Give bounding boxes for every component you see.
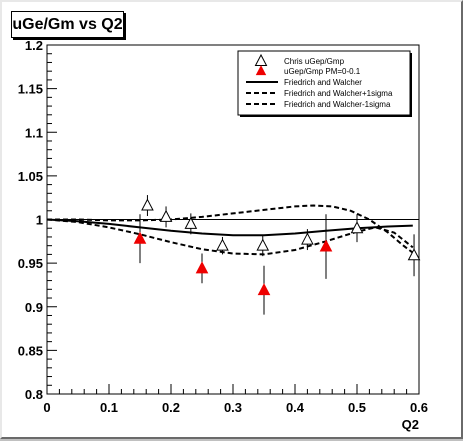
curve-friedrich-walcher-plus-1sigma: [47, 204, 414, 254]
data-marker: [159, 209, 173, 222]
y-tick-label: 1.2: [25, 38, 43, 53]
y-tick-label: 0.8: [25, 387, 43, 402]
x-tick-label: 0.3: [224, 400, 242, 415]
data-marker: [319, 239, 333, 252]
data-marker: [256, 238, 270, 251]
y-tick-label: 1.05: [18, 169, 43, 184]
x-tick-label: 0: [43, 400, 50, 415]
x-tick-label: 0.5: [348, 400, 366, 415]
legend-label: Chris uGep/Gmp: [284, 57, 345, 66]
x-tick-label: 0.6: [410, 400, 428, 415]
pm-data-point: [195, 253, 209, 284]
legend-label: uGep/Gmp PM=0-0.1: [284, 67, 361, 76]
data-marker: [195, 261, 209, 274]
chris-data-point: [301, 229, 314, 251]
curve-friedrich-walcher-minus-1sigma: [46, 218, 414, 256]
chris-data-point: [184, 213, 198, 235]
chris-data-point: [350, 214, 364, 243]
data-marker: [216, 238, 229, 251]
legend-label: Friedrich and Walcher: [284, 78, 362, 87]
data-marker: [301, 232, 314, 245]
data-marker: [184, 216, 198, 229]
chris-data-point: [407, 234, 421, 277]
y-tick-label: 0.85: [18, 343, 43, 358]
x-tick-label: 0.1: [100, 400, 118, 415]
legend-symbol-filled-triangle: [255, 65, 267, 76]
y-tick-label: 0.9: [25, 300, 43, 315]
chris-data-point: [159, 206, 173, 228]
data-marker: [141, 198, 154, 211]
y-tick-label: 1: [36, 213, 43, 228]
data-marker: [407, 248, 421, 261]
x-axis-title: Q2: [402, 417, 419, 432]
data-marker: [350, 221, 364, 234]
pm-data-point: [133, 214, 147, 264]
y-tick-label: 1.1: [25, 125, 43, 140]
data-marker: [257, 283, 271, 296]
legend-label: Friedrich and Walcher+1sigma: [284, 89, 393, 98]
pm-data-point: [319, 214, 333, 279]
chris-data-point: [256, 235, 270, 257]
chris-data-point: [141, 195, 154, 217]
x-tick-label: 0.4: [286, 400, 305, 415]
y-tick-label: 1.15: [18, 82, 43, 97]
legend-label: Friedrich and Walcher-1sigma: [284, 100, 391, 109]
x-tick-label: 0.2: [162, 400, 180, 415]
y-tick-label: 0.95: [18, 256, 43, 271]
pm-data-point: [257, 265, 271, 315]
chart-title: uGe/Gm vs Q2: [11, 11, 124, 38]
chris-data-point: [216, 236, 229, 255]
data-marker: [133, 231, 147, 244]
